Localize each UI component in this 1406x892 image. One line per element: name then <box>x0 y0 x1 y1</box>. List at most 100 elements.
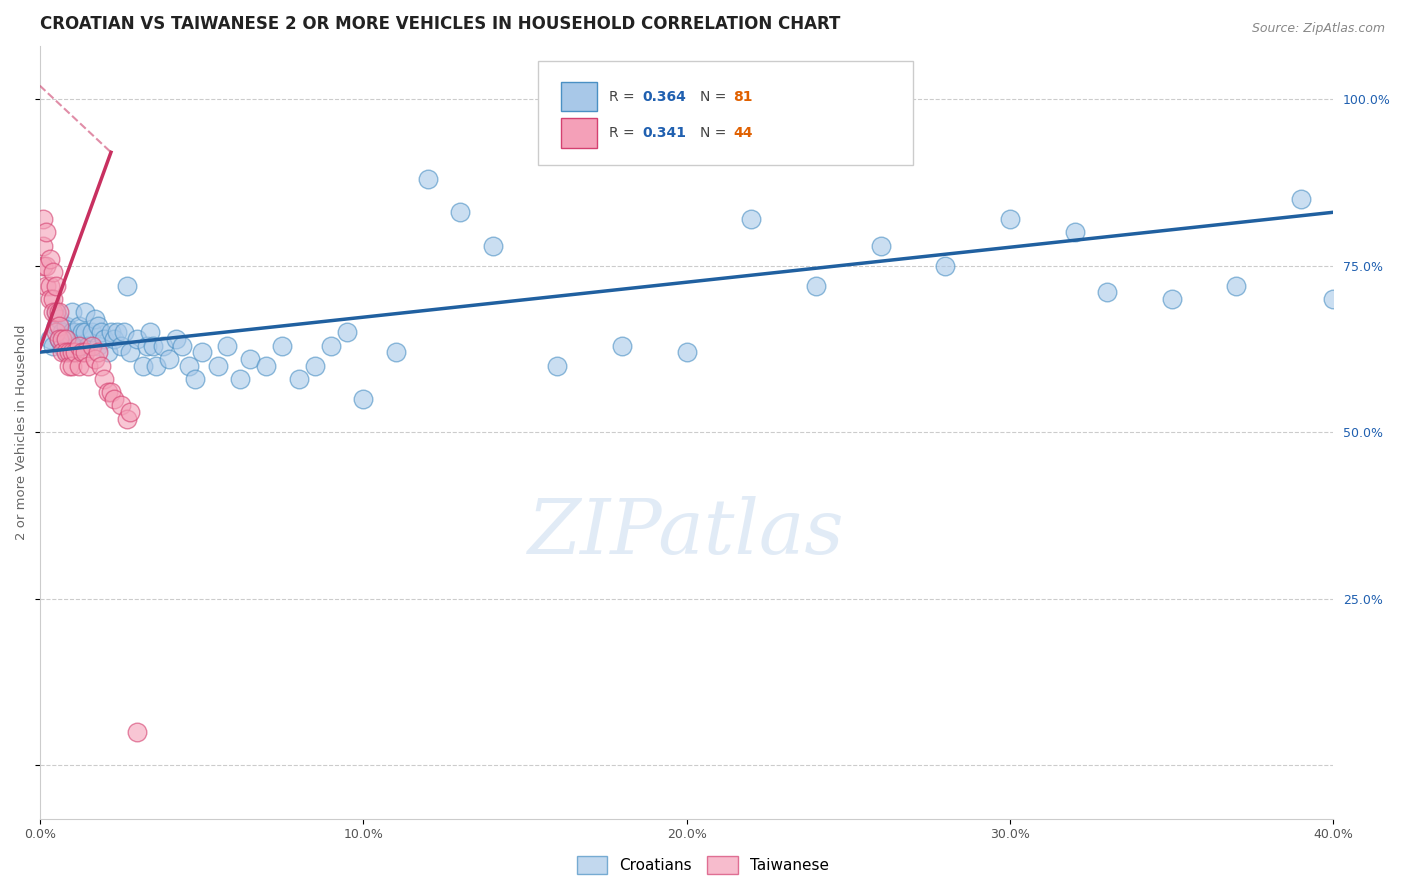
Point <box>48 332 70 346</box>
Point <box>1160 292 1182 306</box>
Text: 0.364: 0.364 <box>643 90 686 103</box>
Point <box>58 338 80 352</box>
FancyBboxPatch shape <box>561 82 598 112</box>
Point <box>416 172 439 186</box>
Point <box>165 332 187 346</box>
Point <box>45 278 67 293</box>
Point <box>55 345 77 359</box>
Point <box>100 385 122 400</box>
Point <box>32 259 55 273</box>
Point <box>384 345 406 359</box>
Point <box>67 338 90 352</box>
Point <box>70 338 93 352</box>
Point <box>135 338 157 352</box>
Point <box>51 338 73 352</box>
Point <box>120 405 142 419</box>
Point <box>67 318 90 333</box>
Point <box>75 345 97 359</box>
Text: N =: N = <box>700 126 725 140</box>
Point <box>107 325 129 339</box>
Point <box>38 252 60 266</box>
Point <box>100 325 122 339</box>
FancyBboxPatch shape <box>561 119 598 148</box>
Point <box>35 225 58 239</box>
Point <box>103 332 125 346</box>
Point <box>65 345 87 359</box>
Point <box>45 325 67 339</box>
Point <box>449 205 471 219</box>
Point <box>48 332 70 346</box>
Point <box>70 345 93 359</box>
Point <box>38 292 60 306</box>
Point <box>142 338 165 352</box>
Point <box>239 351 262 366</box>
Point <box>675 345 697 359</box>
Point <box>35 259 58 273</box>
Point <box>48 305 70 319</box>
Point <box>869 238 891 252</box>
Point <box>177 359 200 373</box>
Y-axis label: 2 or more Vehicles in Household: 2 or more Vehicles in Household <box>15 325 28 540</box>
Point <box>1095 285 1118 300</box>
Point <box>35 278 58 293</box>
Point <box>110 338 132 352</box>
Point <box>546 359 568 373</box>
Point <box>304 359 326 373</box>
Point <box>1322 292 1344 306</box>
Point <box>83 311 105 326</box>
Point <box>152 338 174 352</box>
Text: 44: 44 <box>733 126 752 140</box>
Point <box>287 372 309 386</box>
Point <box>190 345 212 359</box>
Point <box>51 345 73 359</box>
Point <box>58 332 80 346</box>
Point <box>207 359 229 373</box>
Point <box>103 392 125 406</box>
Point <box>90 325 112 339</box>
Point <box>65 325 87 339</box>
Point <box>93 372 115 386</box>
Point <box>120 345 142 359</box>
Point <box>319 338 342 352</box>
Point <box>38 278 60 293</box>
Point <box>139 325 162 339</box>
Point <box>80 325 103 339</box>
Point <box>75 305 97 319</box>
Point <box>65 338 87 352</box>
FancyBboxPatch shape <box>538 62 912 166</box>
Point <box>93 332 115 346</box>
Point <box>254 359 277 373</box>
Point <box>336 325 359 339</box>
Point <box>83 351 105 366</box>
Point <box>110 399 132 413</box>
Point <box>481 238 503 252</box>
Point <box>125 725 148 739</box>
Point <box>60 325 83 339</box>
Legend: Croatians, Taiwanese: Croatians, Taiwanese <box>571 850 835 880</box>
Point <box>145 359 167 373</box>
Point <box>77 359 100 373</box>
Point <box>740 211 762 226</box>
Point <box>87 345 110 359</box>
Point <box>60 345 83 359</box>
Point <box>48 311 70 326</box>
Point <box>55 318 77 333</box>
Point <box>51 332 73 346</box>
Point <box>45 305 67 319</box>
Point <box>229 372 252 386</box>
Point <box>172 338 194 352</box>
Point <box>42 305 65 319</box>
Point <box>271 338 294 352</box>
Text: 81: 81 <box>733 90 752 103</box>
Point <box>67 359 90 373</box>
Point <box>1225 278 1247 293</box>
Point <box>70 325 93 339</box>
Text: 0.341: 0.341 <box>643 126 686 140</box>
Point <box>55 332 77 346</box>
Point <box>75 325 97 339</box>
Point <box>1289 192 1312 206</box>
Text: R =: R = <box>609 126 634 140</box>
Point <box>157 351 180 366</box>
Point <box>352 392 374 406</box>
Point <box>97 345 120 359</box>
